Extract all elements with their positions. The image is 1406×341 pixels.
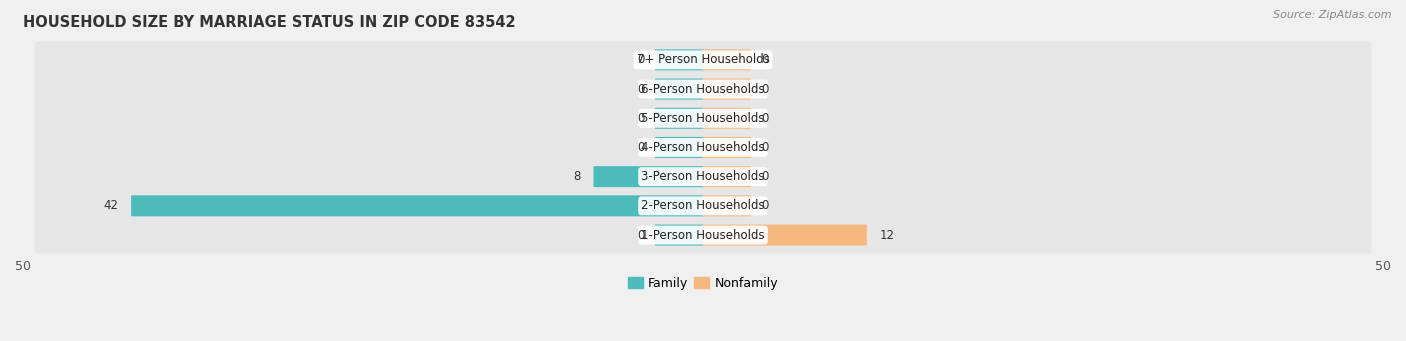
FancyBboxPatch shape: [655, 78, 703, 100]
Text: 7+ Person Households: 7+ Person Households: [637, 54, 769, 66]
FancyBboxPatch shape: [35, 100, 1371, 137]
Text: 3-Person Households: 3-Person Households: [641, 170, 765, 183]
FancyBboxPatch shape: [35, 129, 1371, 166]
Text: 4-Person Households: 4-Person Households: [641, 141, 765, 154]
FancyBboxPatch shape: [703, 108, 751, 129]
Text: 0: 0: [637, 83, 644, 95]
Text: 0: 0: [762, 83, 769, 95]
Text: 0: 0: [762, 54, 769, 66]
FancyBboxPatch shape: [703, 195, 751, 216]
Text: 0: 0: [637, 141, 644, 154]
Text: 2-Person Households: 2-Person Households: [641, 199, 765, 212]
Text: Source: ZipAtlas.com: Source: ZipAtlas.com: [1274, 10, 1392, 20]
FancyBboxPatch shape: [35, 158, 1371, 195]
Text: 0: 0: [762, 112, 769, 125]
FancyBboxPatch shape: [655, 108, 703, 129]
FancyBboxPatch shape: [703, 137, 751, 158]
Text: 1-Person Households: 1-Person Households: [641, 228, 765, 241]
Text: 12: 12: [880, 228, 894, 241]
FancyBboxPatch shape: [35, 42, 1371, 78]
Text: 0: 0: [637, 228, 644, 241]
FancyBboxPatch shape: [703, 224, 868, 246]
FancyBboxPatch shape: [131, 195, 703, 216]
FancyBboxPatch shape: [593, 166, 703, 187]
Text: 0: 0: [762, 199, 769, 212]
Text: 0: 0: [637, 54, 644, 66]
FancyBboxPatch shape: [655, 49, 703, 70]
Text: 6-Person Households: 6-Person Households: [641, 83, 765, 95]
FancyBboxPatch shape: [35, 217, 1371, 253]
Text: 0: 0: [637, 112, 644, 125]
Text: 0: 0: [762, 141, 769, 154]
Text: 8: 8: [574, 170, 581, 183]
FancyBboxPatch shape: [703, 49, 751, 70]
FancyBboxPatch shape: [703, 78, 751, 100]
FancyBboxPatch shape: [655, 137, 703, 158]
Legend: Family, Nonfamily: Family, Nonfamily: [623, 272, 783, 295]
FancyBboxPatch shape: [655, 224, 703, 246]
Text: 42: 42: [103, 199, 118, 212]
Text: HOUSEHOLD SIZE BY MARRIAGE STATUS IN ZIP CODE 83542: HOUSEHOLD SIZE BY MARRIAGE STATUS IN ZIP…: [22, 15, 516, 30]
FancyBboxPatch shape: [35, 188, 1371, 224]
Text: 0: 0: [762, 170, 769, 183]
FancyBboxPatch shape: [35, 71, 1371, 107]
FancyBboxPatch shape: [703, 166, 751, 187]
Text: 5-Person Households: 5-Person Households: [641, 112, 765, 125]
